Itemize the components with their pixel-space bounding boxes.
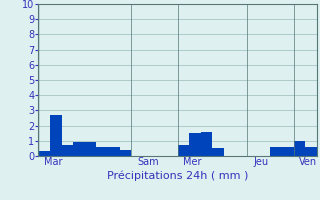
Bar: [201, 132, 212, 156]
Bar: [62, 145, 73, 156]
Bar: [120, 150, 131, 156]
Bar: [189, 133, 201, 156]
Bar: [294, 141, 305, 156]
X-axis label: Précipitations 24h ( mm ): Précipitations 24h ( mm ): [107, 170, 248, 181]
Bar: [73, 142, 85, 156]
Bar: [178, 145, 189, 156]
Bar: [305, 147, 317, 156]
Bar: [108, 147, 120, 156]
Bar: [50, 115, 61, 156]
Bar: [270, 147, 282, 156]
Bar: [212, 148, 224, 156]
Bar: [85, 142, 96, 156]
Bar: [38, 151, 50, 156]
Bar: [96, 147, 108, 156]
Bar: [282, 147, 294, 156]
